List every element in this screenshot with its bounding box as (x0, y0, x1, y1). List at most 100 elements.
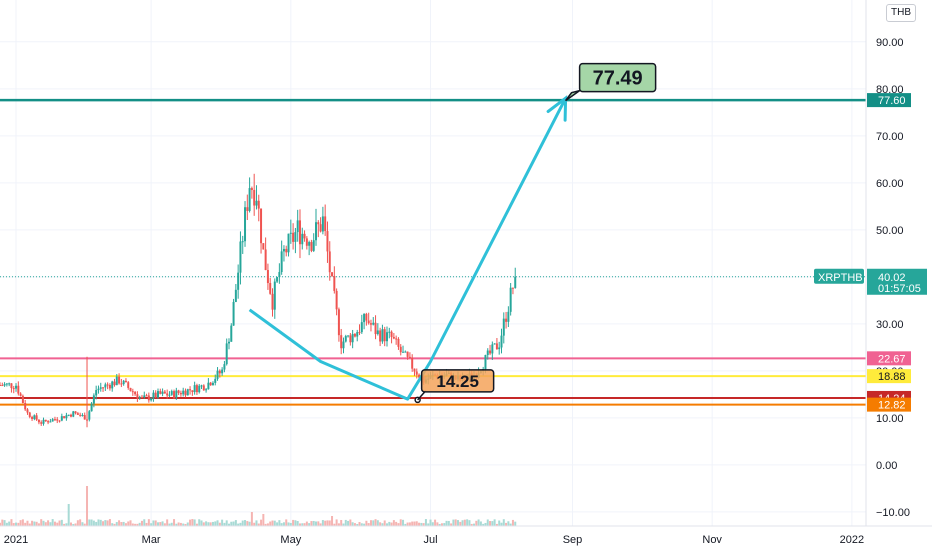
candle-body (413, 368, 416, 372)
y-tick-label: 10.00 (876, 413, 904, 425)
volume-bar (429, 519, 432, 526)
volume-bar (216, 520, 219, 526)
candle-body (140, 396, 143, 398)
currency-button[interactable]: THB (886, 4, 916, 22)
candle-body (189, 389, 192, 391)
candle-body (312, 240, 315, 251)
candle-body (152, 392, 155, 399)
volume-bar (49, 522, 52, 526)
volume-bar (296, 521, 299, 526)
volume-bar (237, 523, 240, 526)
target-callout-box (578, 62, 657, 93)
price-countdown: 01:57:05 (878, 283, 921, 295)
candle-body (221, 369, 224, 374)
volume-bar (287, 522, 290, 526)
volume-bar (102, 521, 105, 526)
volume-bar (147, 519, 150, 526)
volume-bar (390, 522, 393, 526)
price-axis[interactable]: 100.0090.0080.0070.0060.0050.0040.0030.0… (865, 0, 932, 526)
candle-body (47, 421, 50, 423)
volume-bar (67, 504, 70, 526)
candle-body (489, 350, 492, 354)
candle-body (90, 403, 93, 412)
candle-body (255, 200, 258, 206)
volume-bar (511, 519, 514, 526)
candle-body (246, 207, 249, 211)
volume-bar (335, 519, 338, 526)
volume-bar (92, 520, 95, 526)
candle-body (122, 380, 125, 385)
volume-bar (198, 519, 201, 526)
symbol-tag (814, 268, 864, 284)
volume-bar (388, 521, 391, 526)
volume-bar (65, 523, 68, 526)
level-tag (867, 351, 911, 366)
candle-body (102, 387, 105, 389)
volume-bar (234, 520, 237, 526)
x-tick-label: Jul (423, 534, 437, 546)
volume-bar (239, 522, 242, 526)
volume-bar (399, 519, 402, 526)
candle-body (49, 421, 52, 423)
candle-body (193, 385, 196, 393)
candle-body (72, 411, 75, 417)
volume-bar (122, 521, 125, 526)
volume-bar (509, 523, 512, 526)
candle-body (200, 385, 203, 387)
candle-body (92, 395, 95, 404)
candle-body (363, 313, 366, 323)
volume-bar (184, 523, 187, 526)
candle-body (324, 216, 327, 232)
volume-bar (418, 522, 421, 526)
volume-bar (76, 520, 79, 526)
candle-body (266, 270, 269, 284)
candle-body (40, 422, 43, 424)
candle-body (298, 220, 301, 245)
volume-bar (411, 521, 414, 526)
candle-body (17, 385, 20, 394)
candle-body (147, 395, 150, 401)
volume-bar (500, 522, 503, 526)
candle-body (502, 318, 505, 336)
candle-body (365, 313, 368, 321)
volume-bar (257, 523, 260, 526)
volume-bar (175, 523, 178, 526)
volume-bar (145, 522, 148, 526)
volume-bar (514, 521, 517, 526)
volume-bar (168, 523, 171, 526)
candle-body (310, 242, 313, 251)
volume-bar (166, 519, 169, 526)
candle-body (195, 385, 198, 393)
candle-body (63, 416, 66, 419)
level-tag (867, 397, 911, 412)
candle-body (399, 346, 402, 353)
target-callout-label: 77.49 (593, 68, 643, 90)
volume-bar (395, 521, 398, 526)
candle-body (397, 338, 400, 347)
volume-bar (99, 519, 102, 526)
volume-bar (127, 521, 130, 526)
time-axis[interactable]: 2021 Mar May Jul Sep Nov 2022 (0, 525, 932, 550)
candle-body (198, 385, 201, 393)
volume-bar (136, 523, 139, 526)
candle-body (227, 341, 230, 344)
volume-bar (131, 523, 134, 526)
volume-bar (232, 521, 235, 526)
volume-bar (305, 521, 308, 526)
volume-bar (324, 520, 327, 526)
y-tick-label: 30.00 (876, 319, 904, 331)
volume-bar (19, 520, 22, 526)
volume-bar (83, 523, 86, 526)
volume-bar (351, 522, 354, 526)
candle-body (26, 409, 29, 413)
candle-body (202, 385, 205, 391)
candle-body (111, 381, 114, 389)
candle-body (264, 249, 267, 271)
level-tag-label: 77.60 (878, 95, 906, 107)
candle-body (511, 287, 514, 289)
volume-bar (42, 520, 45, 526)
candle-body (37, 419, 40, 423)
x-tick-label: 2021 (4, 534, 28, 546)
volume-bar (118, 520, 121, 526)
